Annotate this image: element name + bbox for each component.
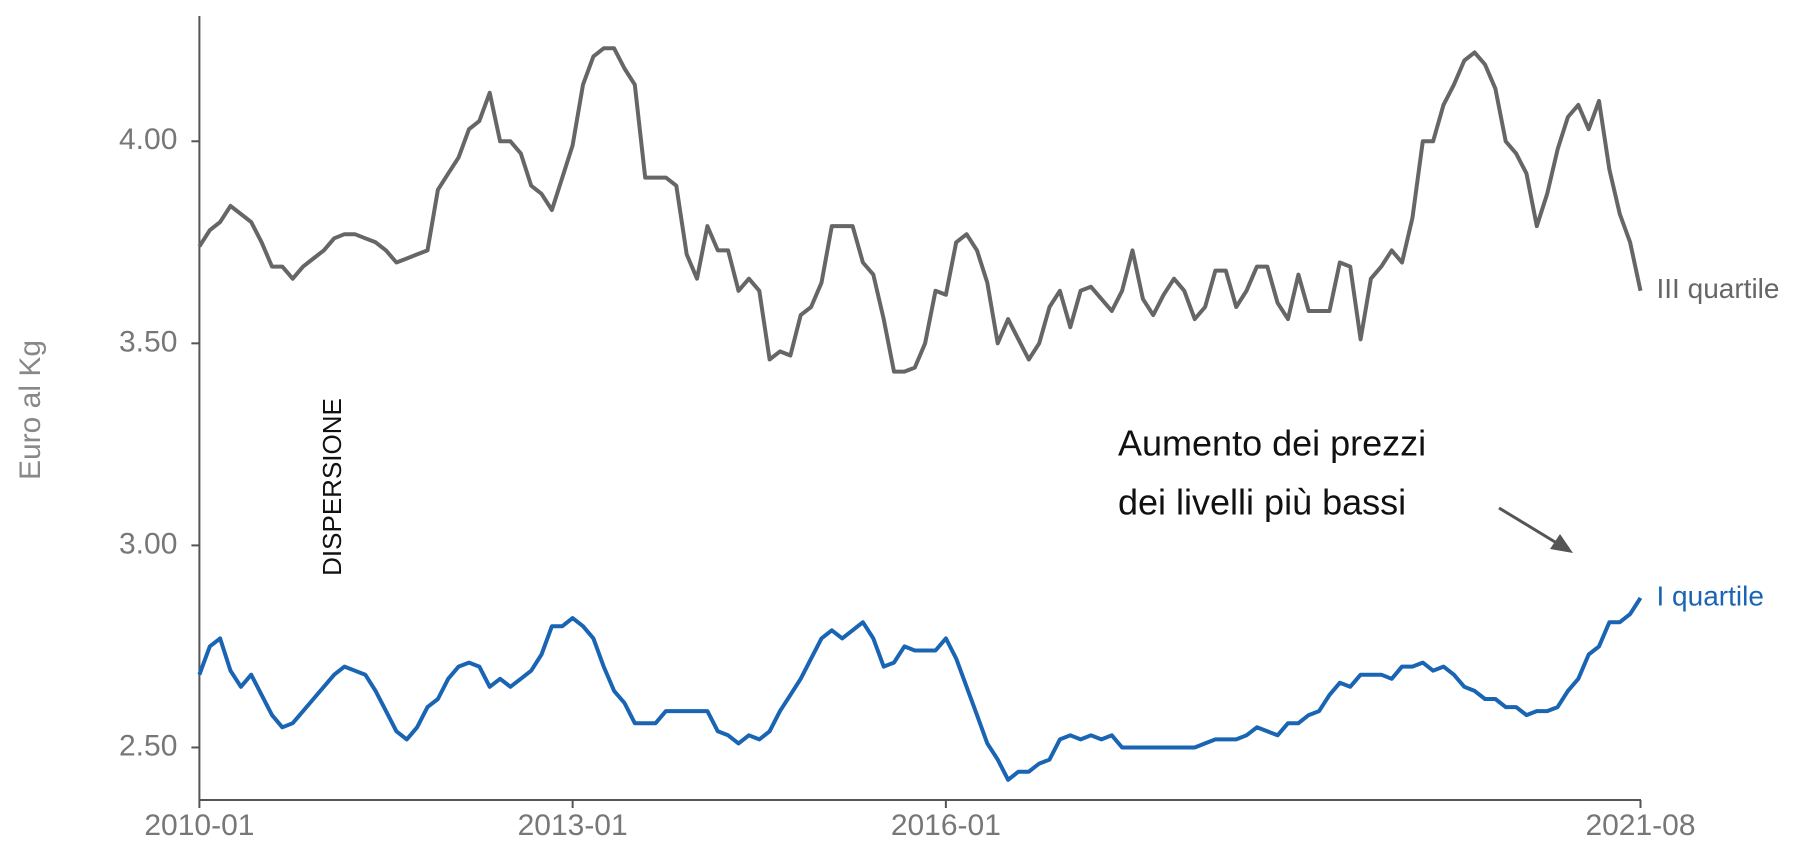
y-tick-label: 2.50 (119, 729, 177, 762)
x-tick-label: 2021-08 (1585, 809, 1695, 842)
series-line (197, 46, 1643, 374)
y-tick-label: 4.00 (119, 123, 177, 156)
y-tick-label: 3.50 (119, 325, 177, 358)
x-tick-label: 2010-01 (144, 809, 254, 842)
y-tick-label: 3.00 (119, 527, 177, 560)
series-line (197, 596, 1643, 782)
x-tick-label: 2016-01 (891, 809, 1001, 842)
annotation: Aumento dei prezzi (1118, 423, 1426, 464)
arrow (1498, 506, 1561, 547)
y-axis-label: Euro al Kg (14, 340, 47, 480)
arrow-head (1550, 534, 1573, 553)
annotation: dei livelli più bassi (1118, 482, 1406, 523)
series-label: I quartile (1657, 580, 1764, 611)
annotation: DISPERSIONE (317, 398, 347, 576)
x-tick-label: 2013-01 (518, 809, 628, 842)
series-label: III quartile (1657, 273, 1780, 304)
